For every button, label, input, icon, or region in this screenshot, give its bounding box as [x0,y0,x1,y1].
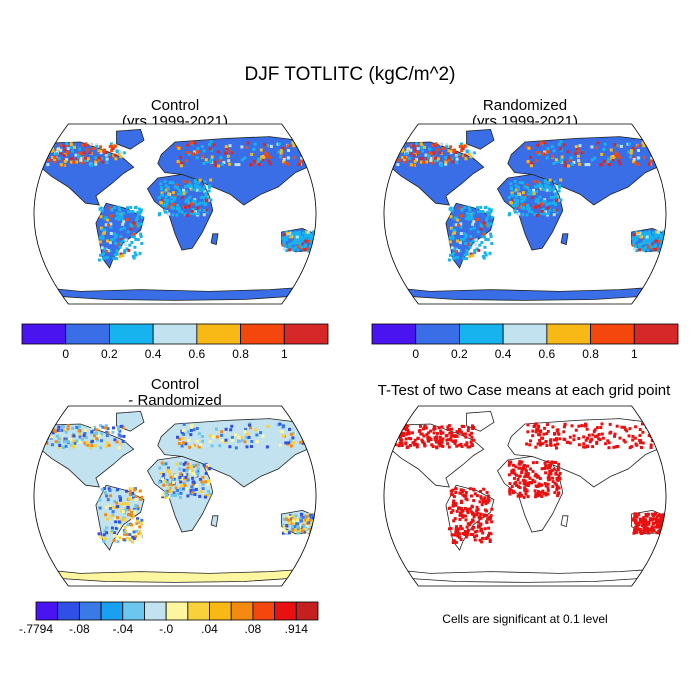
cb-diff-swatch [165,601,189,621]
map-control-panel-outline [33,123,317,305]
colorbar-randomized [371,323,679,345]
colorbar-tick-label: 0.8 [232,347,249,361]
cb-main-left-swatch [240,323,285,345]
map-control-panel [33,123,317,305]
colorbar-control-labels: 0 0.2 0.4 0.6 0.8 1 [22,347,328,363]
panel-title-control-line1: Control [150,97,200,114]
cb-main-right-swatch [502,323,548,345]
colorbar-tick-label: 1 [630,347,638,361]
cb-main-right-swatch [371,323,417,345]
map-randomized-panel [383,123,667,305]
map-ttest-panel-madagascar [560,515,569,528]
map-difference-panel-outline [33,405,317,587]
cb-diff-swatch [187,601,210,621]
figure-title: DJF TOTLITC (kgC/m^2) [244,64,456,85]
cb-main-right-swatch [459,323,504,345]
map-difference-panel-antarctica [33,567,317,583]
colorbar-tick-label: -.0 [159,622,174,636]
colorbar-difference [35,601,319,621]
panel-title-ttest-line1: T-Test of two Case means at each grid po… [377,382,671,399]
colorbar-difference-labels: -.7794 -.08 -.04 -.0 .04 .08 .914 [19,622,318,638]
colorbar-tick-label: 0.2 [451,347,468,361]
cb-main-left-swatch [109,323,154,345]
cb-diff-swatch [100,601,124,621]
map-control-panel-greenland [116,128,145,150]
map-ttest-panel-outline [383,405,667,587]
colorbar-tick-label: 1 [280,347,288,361]
cb-main-left-swatch [152,323,198,345]
significance-note: Cells are significant at 0.1 level [442,612,608,626]
cb-diff-swatch [57,601,80,621]
colorbar-tick-label: 0.6 [538,347,556,361]
colorbar-tick-label: -.7794 [18,622,54,636]
map-ttest-panel [383,405,667,587]
cb-main-right-swatch [546,323,591,345]
panel-title-difference-line1: Control [150,376,200,393]
map-randomized-panel-eurasia [507,136,667,206]
cb-diff-swatch [209,601,232,621]
cb-diff-swatch [295,601,319,621]
map-randomized-panel-outline [383,123,667,305]
panel-title-difference: Control - Randomized [60,377,290,409]
colorbar-tick-label: 0 [62,347,70,361]
map-control-panel-eurasia [157,136,317,206]
cb-main-right-swatch [633,323,679,345]
panel-title-ttest: T-Test of two Case means at each grid po… [352,383,696,399]
colorbar-tick-label: 0 [412,347,420,361]
cb-diff-swatch [122,601,145,621]
cb-diff-swatch [78,601,102,621]
panel-title-difference-line2: - Randomized [128,392,222,409]
colorbar-tick-label: .04 [201,622,218,636]
colorbar-tick-label: 0.4 [494,347,512,361]
cb-main-left-swatch [283,323,329,345]
colorbar-tick-label: -.08 [69,622,90,636]
cb-diff-swatch [274,601,297,621]
cb-diff-swatch [35,601,59,621]
map-randomized-panel-antarctica [383,285,667,301]
colorbar-tick-label: 0.4 [144,347,162,361]
cb-main-right-swatch [590,323,635,345]
colorbar-control [21,323,329,345]
cb-diff-swatch [144,601,167,621]
map-ttest-panel-antarctica [383,567,667,583]
panel-title-randomized-line1: Randomized [482,97,568,114]
cb-main-left-swatch [196,323,241,345]
map-randomized-panel-madagascar [560,233,569,246]
cb-main-left-swatch [21,323,67,345]
colorbar-tick-label: 0.2 [101,347,118,361]
cb-diff-swatch [230,601,254,621]
colorbar-tick-label: .08 [244,622,262,636]
colorbar-tick-label: 0.8 [582,347,599,361]
cb-main-left-swatch [65,323,110,345]
map-control-panel-antarctica [33,285,317,301]
colorbar-tick-label: -.04 [112,622,134,636]
cb-diff-swatch [252,601,276,621]
map-randomized-panel-greenland [466,128,495,150]
colorbar-tick-label: .914 [284,622,308,636]
map-control-panel-madagascar [210,233,219,246]
map-difference-panel-madagascar [210,515,219,528]
cb-main-right-swatch [415,323,460,345]
map-difference-panel [33,405,317,587]
colorbar-randomized-labels: 0 0.2 0.4 0.6 0.8 1 [372,347,678,363]
colorbar-tick-label: 0.6 [188,347,206,361]
